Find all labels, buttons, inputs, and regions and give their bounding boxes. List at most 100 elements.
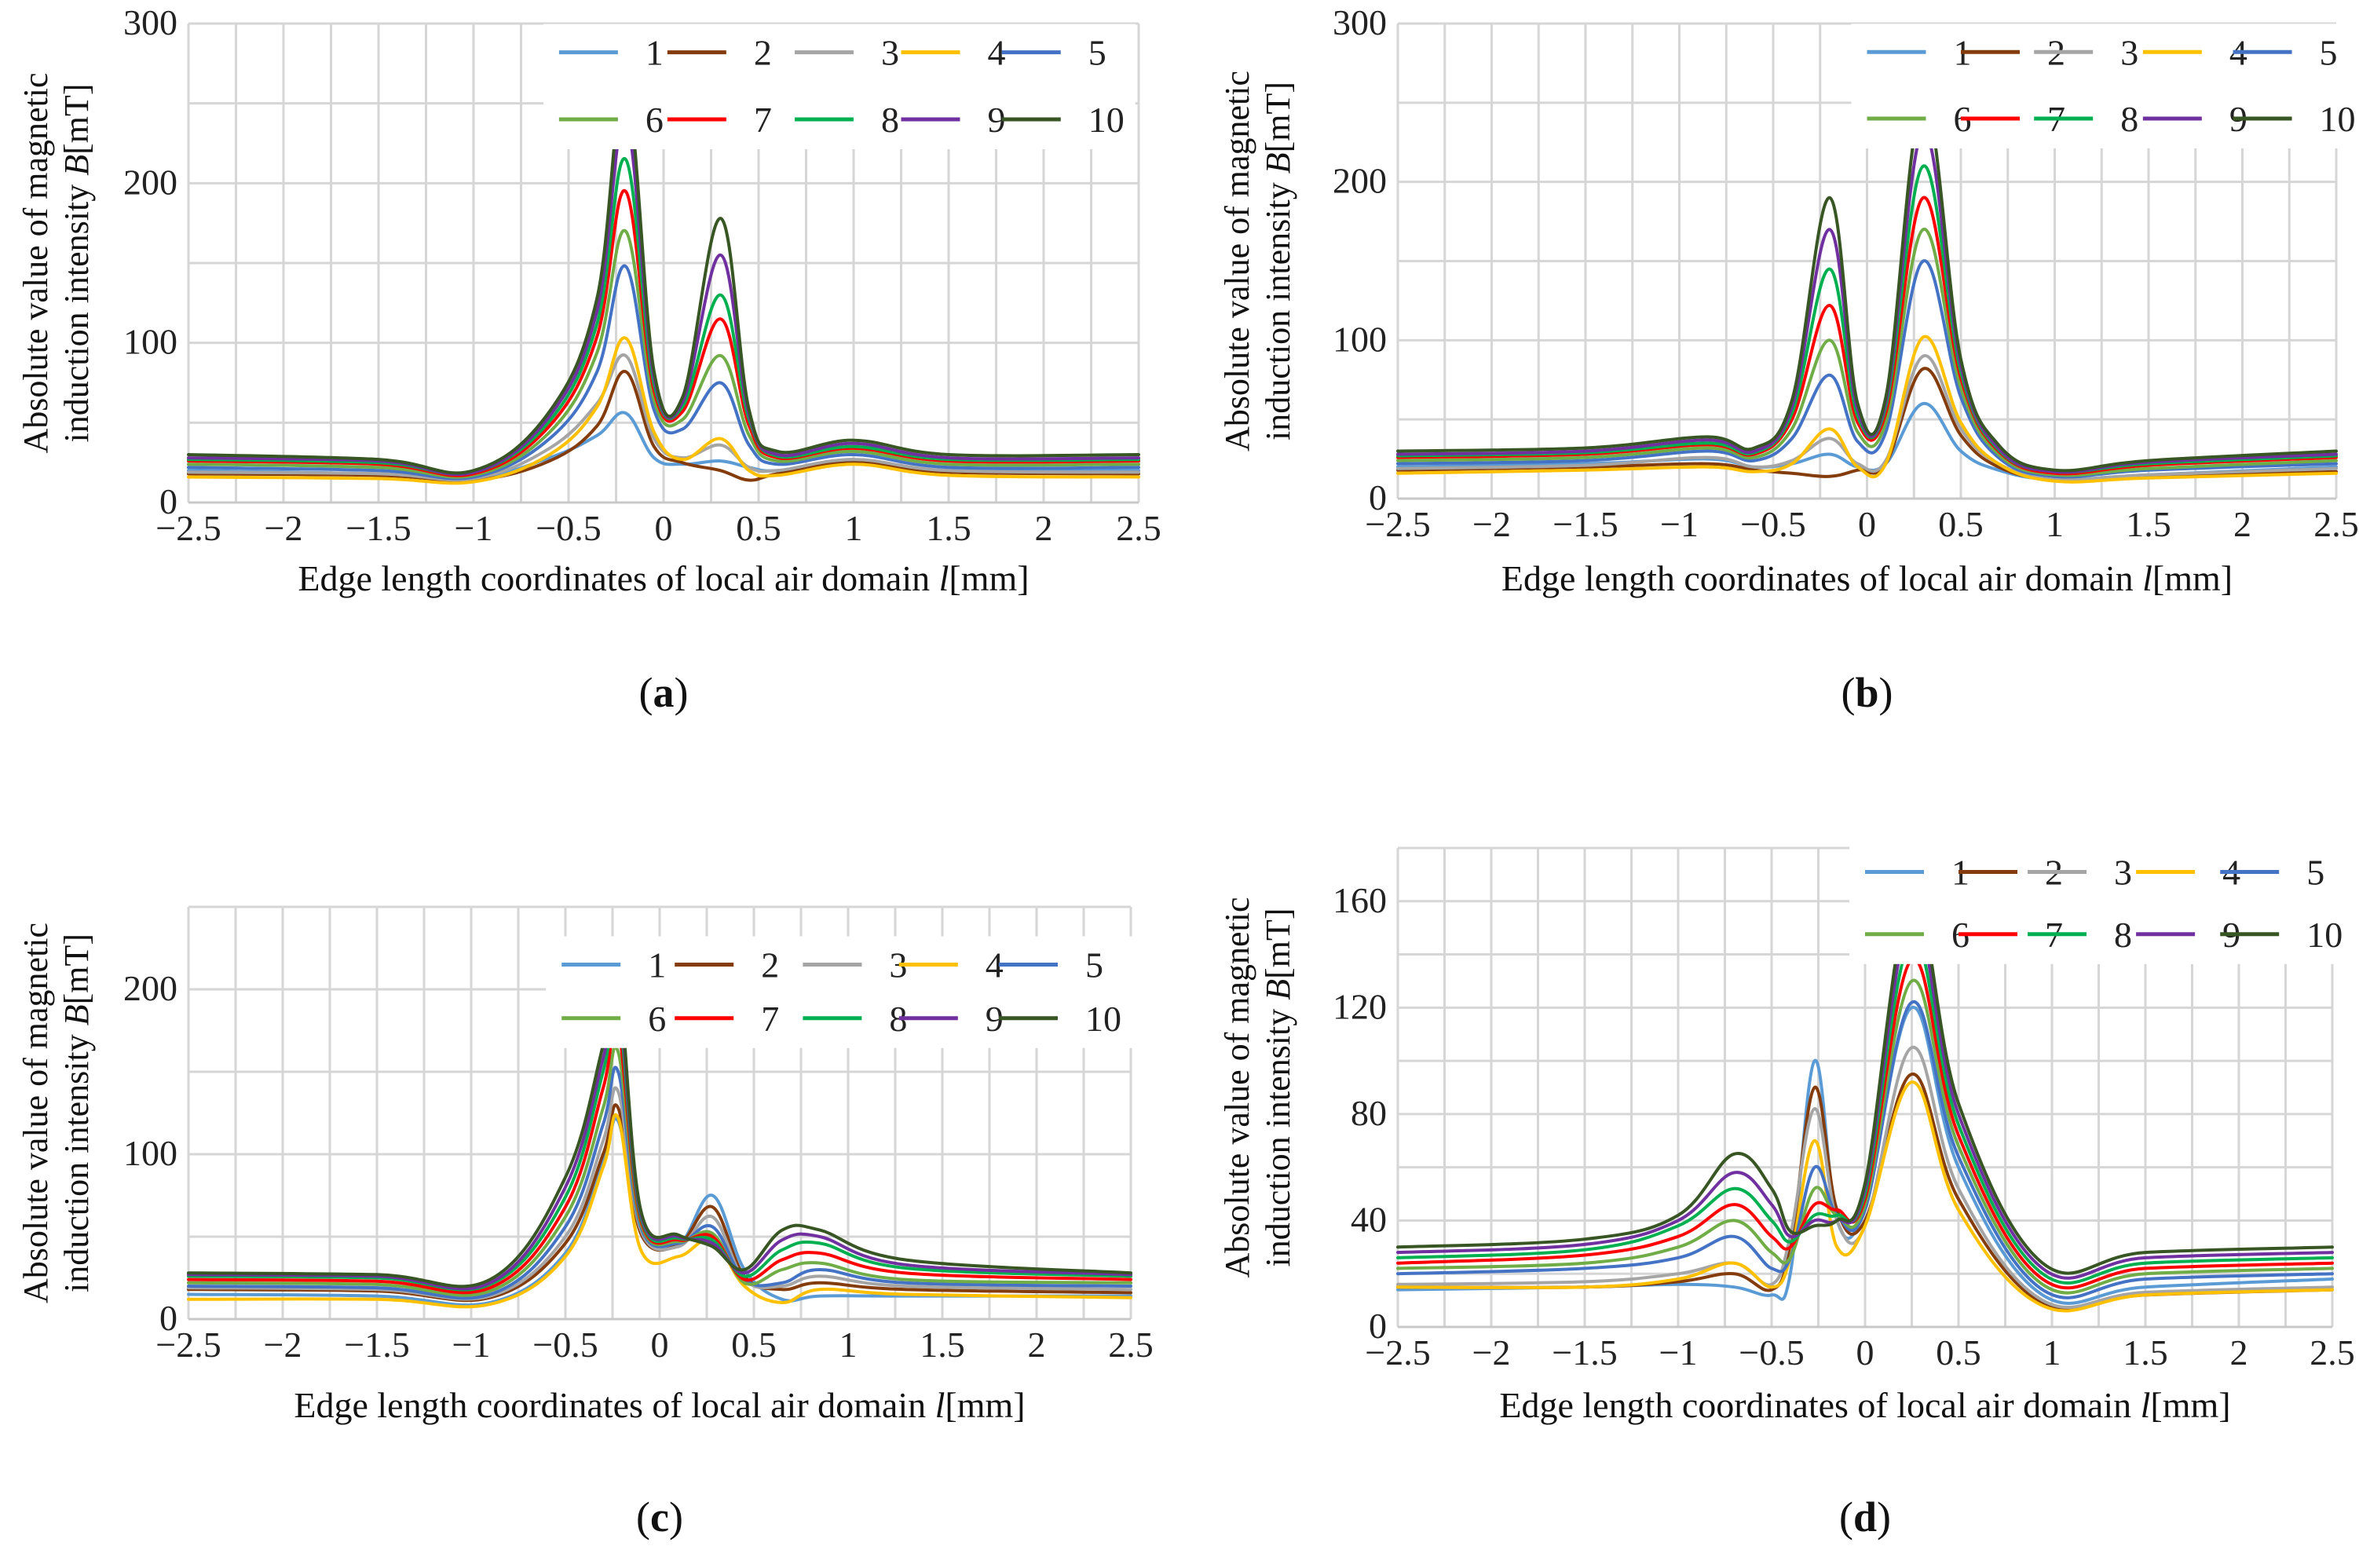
y-axis-label-line1: Absolute value of magnetic bbox=[1218, 897, 1256, 1277]
x-tick-label: −2 bbox=[1472, 1332, 1511, 1372]
legend-label-3: 3 bbox=[2114, 853, 2132, 893]
x-tick-label: 2 bbox=[2230, 1332, 2248, 1372]
y-tick-label: 40 bbox=[1351, 1199, 1387, 1239]
y-axis-label-text: induction intensity bbox=[1259, 1000, 1297, 1267]
x-tick-label: 2 bbox=[1028, 1325, 1046, 1365]
x-tick-label: −1 bbox=[1659, 1332, 1698, 1372]
legend-label-5: 5 bbox=[1085, 945, 1103, 985]
x-axis-label: Edge length coordinates of local air dom… bbox=[1499, 1385, 2230, 1425]
x-axis-label-symbol: l bbox=[2142, 558, 2152, 598]
x-tick-label: −0.5 bbox=[532, 1325, 598, 1365]
x-tick-label: 1.5 bbox=[926, 508, 971, 548]
legend-label-5: 5 bbox=[2306, 853, 2324, 893]
legend-label-9: 9 bbox=[986, 999, 1004, 1039]
panel-label-close: ) bbox=[669, 1493, 683, 1541]
series-line-4 bbox=[187, 1113, 1132, 1309]
legend-label-6: 6 bbox=[648, 999, 666, 1039]
series-line-6 bbox=[1396, 228, 2338, 477]
legend-label-7: 7 bbox=[754, 100, 772, 140]
x-tick-label: −1.5 bbox=[344, 1325, 409, 1365]
legend-label-1: 1 bbox=[648, 945, 666, 985]
x-tick-label: −2.5 bbox=[155, 1325, 221, 1365]
series-line-10 bbox=[187, 970, 1132, 1288]
x-axis-label-unit: [mm] bbox=[945, 1385, 1025, 1425]
x-axis-label-text: Edge length coordinates of local air dom… bbox=[298, 558, 938, 598]
legend-background bbox=[546, 936, 1132, 1048]
panel-label: (b) bbox=[1841, 669, 1893, 716]
series-line-10 bbox=[1396, 893, 2334, 1275]
y-tick-label: 0 bbox=[159, 1298, 177, 1338]
legend-label-10: 10 bbox=[2306, 915, 2343, 955]
x-tick-label: 1 bbox=[845, 508, 863, 548]
x-axis-label-unit: [mm] bbox=[2152, 558, 2233, 598]
legend-label-1: 1 bbox=[646, 33, 664, 73]
y-axis-label-line2: induction intensity B[mT] bbox=[57, 934, 96, 1292]
x-axis-label-text: Edge length coordinates of local air dom… bbox=[1499, 1385, 2140, 1425]
x-axis-label-text: Edge length coordinates of local air dom… bbox=[1501, 558, 2142, 598]
y-axis-label-line2: induction intensity B[mT] bbox=[1259, 82, 1297, 440]
y-axis-label-line2: induction intensity B[mT] bbox=[57, 83, 96, 442]
x-axis-label: Edge length coordinates of local air dom… bbox=[1501, 558, 2233, 598]
legend-label-2: 2 bbox=[754, 33, 772, 73]
y-tick-label: 0 bbox=[159, 481, 177, 521]
y-tick-label: 0 bbox=[1369, 1306, 1387, 1346]
y-axis-label-line2: induction intensity B[mT] bbox=[1259, 908, 1297, 1266]
x-tick-label: −0.5 bbox=[1739, 1332, 1804, 1372]
x-tick-label: −1.5 bbox=[346, 508, 411, 548]
y-axis-label-unit: [mT] bbox=[57, 83, 96, 154]
panel-label-open: ( bbox=[1839, 1493, 1853, 1541]
x-tick-label: −2.5 bbox=[1365, 504, 1430, 544]
panel-label-open: ( bbox=[639, 669, 653, 716]
x-axis-label: Edge length coordinates of local air dom… bbox=[294, 1385, 1025, 1425]
x-tick-label: −2.5 bbox=[155, 508, 221, 548]
x-tick-label: −1.5 bbox=[1552, 1332, 1617, 1372]
y-tick-label: 300 bbox=[123, 2, 177, 42]
series-line-4 bbox=[1396, 1080, 2334, 1313]
x-axis-label: Edge length coordinates of local air dom… bbox=[298, 558, 1029, 598]
y-tick-label: 200 bbox=[123, 968, 177, 1008]
x-tick-label: 1.5 bbox=[2123, 1332, 2168, 1372]
y-tick-label: 100 bbox=[123, 1133, 177, 1173]
x-tick-label: −2.5 bbox=[1365, 1332, 1430, 1372]
x-axis-label-symbol: l bbox=[935, 1385, 945, 1425]
x-axis-label-unit: [mm] bbox=[949, 558, 1029, 598]
legend-label-4: 4 bbox=[986, 945, 1004, 985]
y-axis-label-text: induction intensity bbox=[1259, 174, 1297, 440]
x-tick-label: 0 bbox=[651, 1325, 669, 1365]
x-tick-label: −0.5 bbox=[1740, 504, 1805, 544]
legend-background bbox=[543, 24, 1136, 149]
series-line-10 bbox=[1396, 97, 2338, 473]
panel-label-close: ) bbox=[675, 669, 689, 716]
x-axis-label-text: Edge length coordinates of local air dom… bbox=[294, 1385, 934, 1425]
x-tick-label: −0.5 bbox=[536, 508, 601, 548]
y-tick-label: 100 bbox=[1333, 319, 1387, 359]
legend-label-2: 2 bbox=[761, 945, 779, 985]
x-tick-label: 0 bbox=[1858, 504, 1876, 544]
y-axis-label-unit: [mT] bbox=[57, 934, 96, 1004]
series-line-4 bbox=[187, 336, 1140, 485]
x-tick-label: 1.5 bbox=[2126, 504, 2171, 544]
legend-background bbox=[1849, 843, 2354, 964]
chart-panel-a: −2.5 −2 −1.5 −1 −0.5 0 0.5 1 1.5 2 2.5 0 100 200 300 Ed… bbox=[16, 2, 1161, 716]
y-tick-label: 80 bbox=[1351, 1093, 1387, 1133]
panel-label-letter: a bbox=[653, 669, 675, 716]
legend-label-8: 8 bbox=[2114, 915, 2132, 955]
panel-label: (d) bbox=[1839, 1493, 1891, 1541]
series-line-4 bbox=[1396, 334, 2338, 484]
panel-label-close: ) bbox=[1877, 1493, 1891, 1541]
y-tick-label: 0 bbox=[1369, 477, 1387, 517]
panel-label-open: ( bbox=[636, 1493, 650, 1541]
x-tick-label: −2 bbox=[264, 1325, 302, 1365]
y-tick-label: 300 bbox=[1333, 2, 1387, 42]
y-tick-label: 100 bbox=[123, 322, 177, 362]
x-tick-label: −2 bbox=[1472, 504, 1511, 544]
panel-label-letter: d bbox=[1853, 1493, 1877, 1541]
y-axis-label-line1: Absolute value of magnetic bbox=[1218, 71, 1256, 451]
x-tick-label: 0.5 bbox=[736, 508, 781, 548]
x-axis-label-symbol: l bbox=[2141, 1385, 2151, 1425]
y-axis-label-text: induction intensity bbox=[57, 176, 96, 443]
y-axis-label-symbol: B bbox=[57, 155, 96, 176]
y-tick-label: 200 bbox=[123, 162, 177, 202]
x-tick-label: 1 bbox=[2046, 504, 2064, 544]
x-tick-label: −1 bbox=[455, 508, 493, 548]
